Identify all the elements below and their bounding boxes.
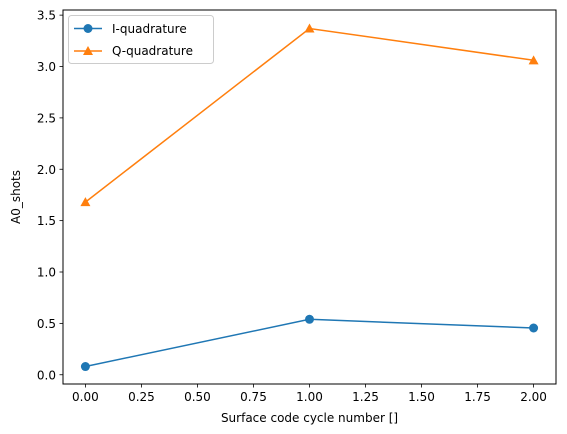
x-tick-label: 0.00	[72, 390, 99, 404]
data-point-i-quadrature	[305, 314, 314, 324]
data-point-q-quadrature	[304, 23, 315, 33]
x-tick-label: 0.50	[184, 390, 211, 404]
y-tick-label: 0.0	[37, 368, 56, 382]
x-tick-label: 1.00	[296, 390, 323, 404]
series-layer	[80, 23, 539, 372]
x-tick-label: 1.75	[464, 390, 491, 404]
x-tick-label: 0.75	[240, 390, 267, 404]
plot-frame	[62, 9, 557, 385]
data-point-i-quadrature	[529, 323, 539, 333]
legend-label-q-quadrature: Q-quadrature	[112, 44, 193, 58]
legend-triangle-marker-icon	[83, 46, 93, 55]
y-tick-label: 0.5	[37, 317, 56, 331]
legend-circle-marker-icon	[83, 24, 93, 33]
y-tick-label: 1.5	[37, 214, 56, 228]
plot-background	[63, 10, 556, 384]
x-tick-label: 2.00	[520, 390, 547, 404]
y-tick-label: 3.0	[37, 60, 56, 74]
y-axis-label: A0_shots	[9, 170, 23, 224]
x-tick-label: 1.50	[408, 390, 435, 404]
x-tick-label: 1.25	[352, 390, 379, 404]
y-tick-label: 1.0	[37, 266, 56, 280]
y-axis-ticks: 0.0 0.5 1.0 1.5 2.0 2.5 3.0 3.5	[37, 9, 63, 382]
y-tick-label: 2.0	[37, 163, 56, 177]
x-axis-label: Surface code cycle number []	[221, 411, 398, 425]
data-point-i-quadrature	[80, 362, 90, 372]
x-tick-label: 0.25	[128, 390, 155, 404]
y-tick-label: 2.5	[37, 111, 56, 125]
data-point-q-quadrature	[80, 197, 91, 207]
x-axis-ticks: 0.00 0.25 0.50 0.75 1.00 1.25 1.50 1.75 2.00	[72, 384, 547, 404]
legend-label-i-quadrature: I-quadrature	[112, 22, 187, 36]
legend-box	[68, 15, 214, 64]
y-tick-label: 3.5	[37, 9, 56, 23]
data-point-q-quadrature	[528, 55, 539, 65]
legend: I-quadrature Q-quadrature	[68, 15, 214, 64]
